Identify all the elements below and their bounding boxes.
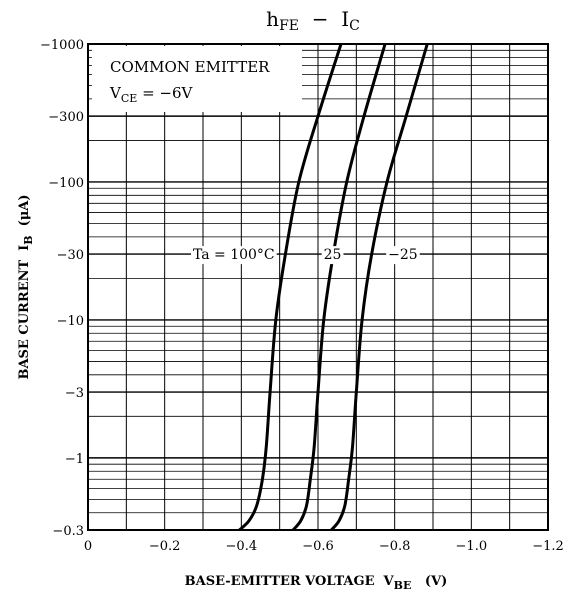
plot-frame [87,43,549,531]
curve-labels: Ta = 100°C 25 −25 [190,246,420,265]
x-tick-label: −0.8 [379,539,411,554]
annotation-line-2: VCE = −6V [109,84,194,105]
y-tick-label: −1 [65,452,84,467]
annotation-line-1: COMMON EMITTER [110,58,270,76]
x-tick-label: −0.2 [149,539,181,554]
chart-title: hFE − IC [266,7,360,34]
series-label-background [386,246,420,265]
x-axis-title: BASE-EMITTER VOLTAGE VBE (V) [185,574,448,592]
y-axis-title: BASE CURRENT IB (μA) [17,194,35,379]
series-label-background [190,246,277,265]
annotation-box [92,46,302,112]
y-tick-labels: −0.3 −1 −3 −10 −30 −100 −300 −1000 [40,38,84,539]
series-line-1 [238,43,343,532]
x-tick-label: −0.4 [226,539,258,554]
x-tick-label: −1.0 [456,539,488,554]
y-tick-label: −10 [57,314,84,329]
series-line-2 [291,43,387,531]
x-tick-label: −1.2 [532,539,564,554]
series-label-3: −25 [388,247,418,263]
series-label-2: 25 [324,247,342,263]
y-tick-label: −30 [57,248,84,263]
x-tick-label: −0.6 [302,539,334,554]
series-label-background [321,246,344,265]
y-tick-label: −300 [48,110,84,125]
curves [238,43,429,532]
series-label-1: Ta = 100°C [193,247,275,263]
x-tick-label: 0 [84,539,92,554]
y-tick-label: −3 [65,386,84,401]
x-tick-labels: 0 −0.2 −0.4 −0.6 −0.8 −1.0 −1.2 [84,539,564,554]
y-tick-label: −1000 [40,38,84,53]
y-tick-label: −0.3 [52,524,84,539]
y-tick-label: −100 [48,176,84,191]
series-line-3 [330,43,429,531]
grid [88,44,548,530]
